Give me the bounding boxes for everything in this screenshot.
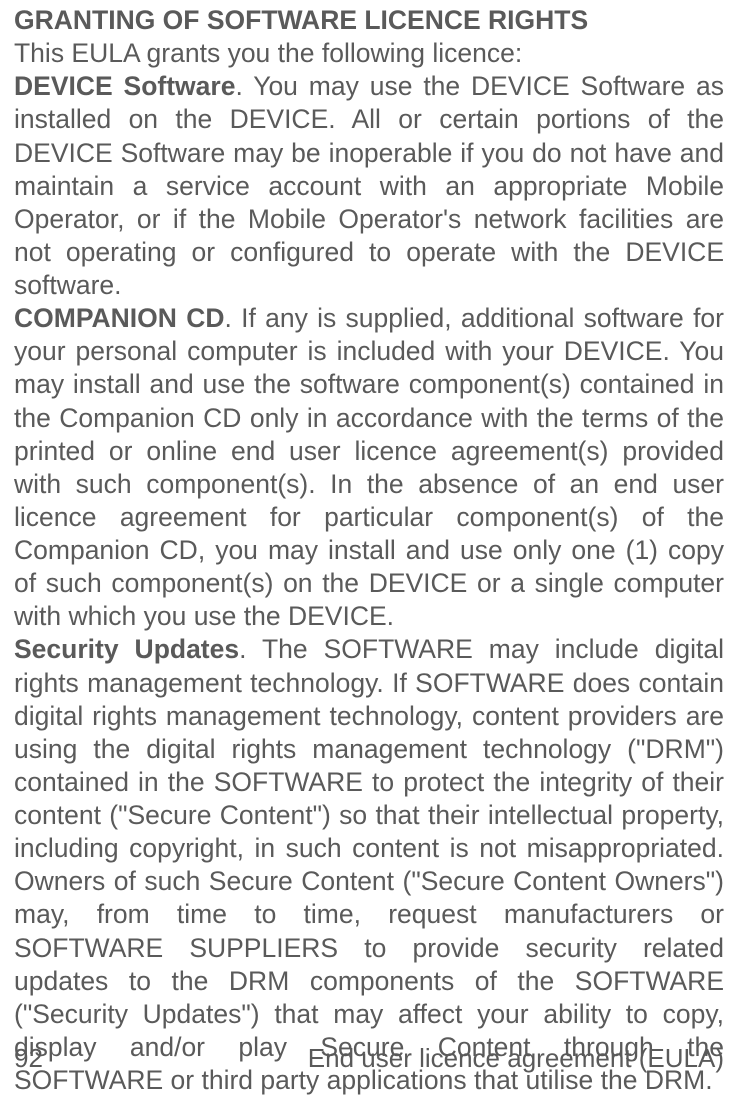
page-number: 92 (14, 1043, 43, 1074)
document-body: GRANTING OF SOFTWARE LICENCE RIGHTS This… (14, 0, 724, 1097)
paragraph-security-updates: Security Updates. The SOFTWARE may inclu… (14, 633, 724, 1097)
page-footer: 92 End user licence agreement (EULA) (14, 1043, 724, 1074)
paragraph-companion-cd: COMPANION CD. If any is supplied, additi… (14, 302, 724, 633)
lead-device-software: DEVICE Software (14, 71, 235, 101)
body-device-software: . You may use the DEVICE Software as ins… (14, 71, 724, 300)
paragraph-device-software: DEVICE Software. You may use the DEVICE … (14, 70, 724, 302)
lead-security-updates: Security Updates (14, 634, 239, 664)
intro-line: This EULA grants you the following licen… (14, 37, 724, 70)
body-companion-cd: . If any is supplied, additional softwar… (14, 303, 724, 631)
footer-title: End user licence agreement (EULA) (308, 1043, 724, 1074)
body-security-updates: . The SOFTWARE may include digital right… (14, 634, 724, 1095)
section-heading: GRANTING OF SOFTWARE LICENCE RIGHTS (14, 4, 724, 37)
lead-companion-cd: COMPANION CD (14, 303, 224, 333)
